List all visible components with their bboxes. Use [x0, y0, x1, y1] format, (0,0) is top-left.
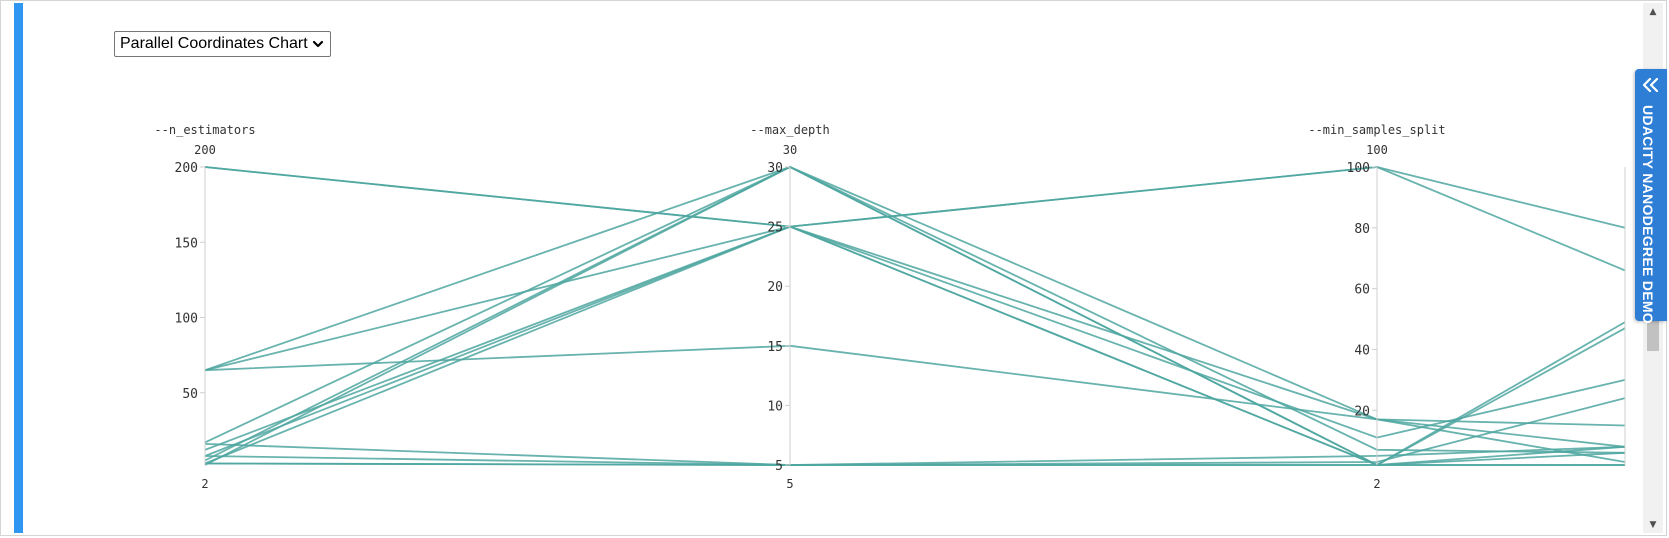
axis-tick-label: 150: [175, 236, 198, 251]
data-polyline: [204, 165, 1626, 462]
udacity-nanodegree-demo-tab[interactable]: UDACITY NANODEGREE DEMO: [1635, 69, 1667, 324]
axis-tick-label: 30: [767, 161, 783, 176]
axis-tick-label: 10: [767, 399, 783, 414]
double-chevron-left-icon: [1642, 77, 1659, 93]
data-polyline: [204, 225, 1626, 451]
axes-group: --n_estimators 200 2 200 150 100 50 --max_depth…: [154, 123, 1626, 491]
scroll-down-arrow-icon[interactable]: ▼: [1649, 519, 1657, 530]
axis-min-label-1: 5: [786, 477, 793, 491]
data-polyline: [204, 225, 1626, 466]
axis-tick-label: 40: [1354, 343, 1370, 358]
axis-tick-label: 60: [1354, 283, 1370, 298]
data-polyline: [204, 166, 1626, 229]
axis-tick-label: 200: [175, 161, 198, 176]
axis-tick-label: 20: [1354, 404, 1370, 419]
axis-title-2: --min_samples_split: [1308, 123, 1445, 137]
axis-tick-label: 20: [767, 280, 783, 295]
chart-type-select[interactable]: Parallel Coordinates Chart: [114, 31, 331, 57]
data-polyline: [204, 165, 1625, 466]
axis-max-label-2: 100: [1366, 143, 1388, 157]
data-polyline: [204, 397, 1626, 466]
udacity-tab-label: UDACITY NANODEGREE DEMO: [1640, 105, 1656, 324]
axis-max-label-0: 200: [194, 143, 216, 157]
axis-min-label-2: 2: [1373, 477, 1380, 491]
chart-type-select-value: Parallel Coordinates Chart: [120, 35, 308, 52]
chart-area: --n_estimators 200 2 200 150 100 50 --max_depth…: [154, 123, 1626, 491]
axis-tick-label: 5: [775, 459, 783, 474]
data-polyline: [204, 166, 1626, 272]
axis-tick-label: 80: [1354, 222, 1370, 237]
parallel-coordinates-chart: --n_estimators 200 2 200 150 100 50 --max_depth…: [154, 123, 1626, 491]
axis-tick-label: 15: [767, 340, 783, 355]
axis-tick-label: 25: [767, 221, 783, 236]
data-polyline: [204, 225, 1626, 465]
scroll-up-arrow-icon[interactable]: ▲: [1649, 6, 1657, 17]
axis-tick-label: 50: [182, 387, 198, 402]
axis-tick-label: 100: [1347, 161, 1370, 176]
chevron-down-icon: [312, 40, 323, 48]
axis-title-1: --max_depth: [750, 123, 829, 137]
cell-selection-bar: [14, 3, 23, 533]
axis-title-0: --n_estimators: [154, 123, 255, 137]
data-polyline: [204, 445, 1626, 466]
data-polyline: [204, 166, 1626, 448]
axis-min-label-0: 2: [201, 477, 208, 491]
axis-max-label-1: 30: [783, 143, 797, 157]
data-polyline: [204, 445, 1626, 466]
axis-tick-label: 100: [175, 312, 198, 327]
polylines-group: [204, 165, 1626, 467]
data-polyline: [204, 344, 1626, 427]
